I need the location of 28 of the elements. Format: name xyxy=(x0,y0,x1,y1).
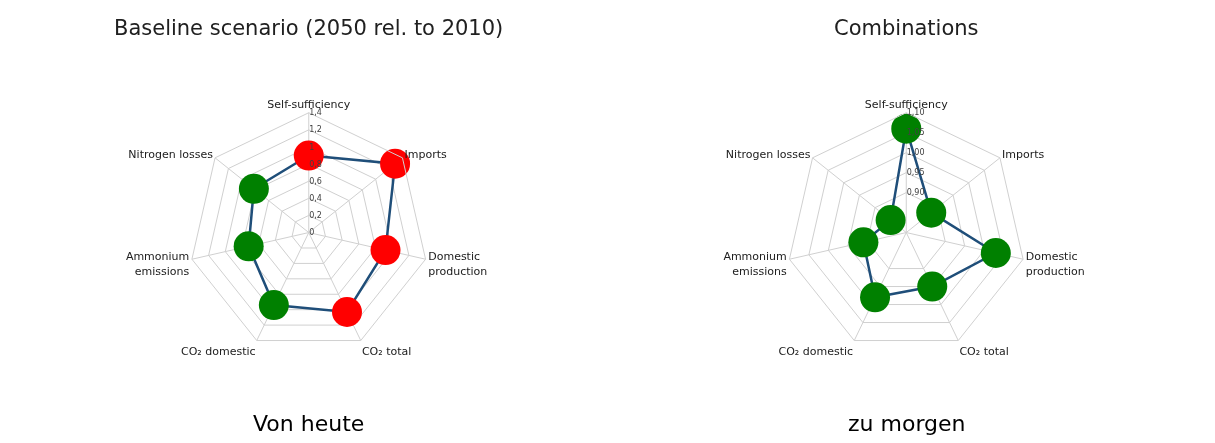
spoke-label: CO₂ total xyxy=(959,344,1009,358)
y-tick-label: 0,4 xyxy=(309,193,322,203)
spoke-label: Ammonium emissions xyxy=(723,250,788,278)
spoke-label: Ammonium emissions xyxy=(125,250,190,278)
spoke-label: Domestic production xyxy=(1025,250,1085,278)
spoke-label: Imports xyxy=(404,147,448,161)
y-tick-label: 0,6 xyxy=(309,176,322,186)
y-tick-label: 0,2 xyxy=(309,211,322,221)
y-tick-label: 1 xyxy=(309,142,315,152)
spoke-label: Self-sufficiency xyxy=(267,97,351,111)
y-tick-label: 1,2 xyxy=(309,125,322,135)
spoke-label: Self-sufficiency xyxy=(864,97,949,111)
text: Von heute xyxy=(253,411,365,436)
y-tick-label: 0,8 xyxy=(309,159,322,169)
spoke-label: CO₂ total xyxy=(361,344,412,358)
y-tick-label: 1,10 xyxy=(906,108,925,118)
y-tick-label: 0,90 xyxy=(906,188,925,198)
y-tick-label: 1,4 xyxy=(309,108,322,118)
spoke-label: Nitrogen losses xyxy=(128,147,214,161)
chart-title: Baseline scenario (2050 rel. to 2010) xyxy=(114,16,504,40)
spoke-label: CO₂ domestic xyxy=(180,344,256,358)
chart-title: Combinations xyxy=(834,16,979,40)
spoke-label: Imports xyxy=(1002,147,1045,161)
spoke-label: Nitrogen losses xyxy=(725,147,811,161)
y-tick-label: 0 xyxy=(309,228,315,238)
spoke-label: Domestic production xyxy=(428,250,488,278)
spoke-label: CO₂ domestic xyxy=(778,344,854,358)
text: zu morgen xyxy=(848,411,966,436)
